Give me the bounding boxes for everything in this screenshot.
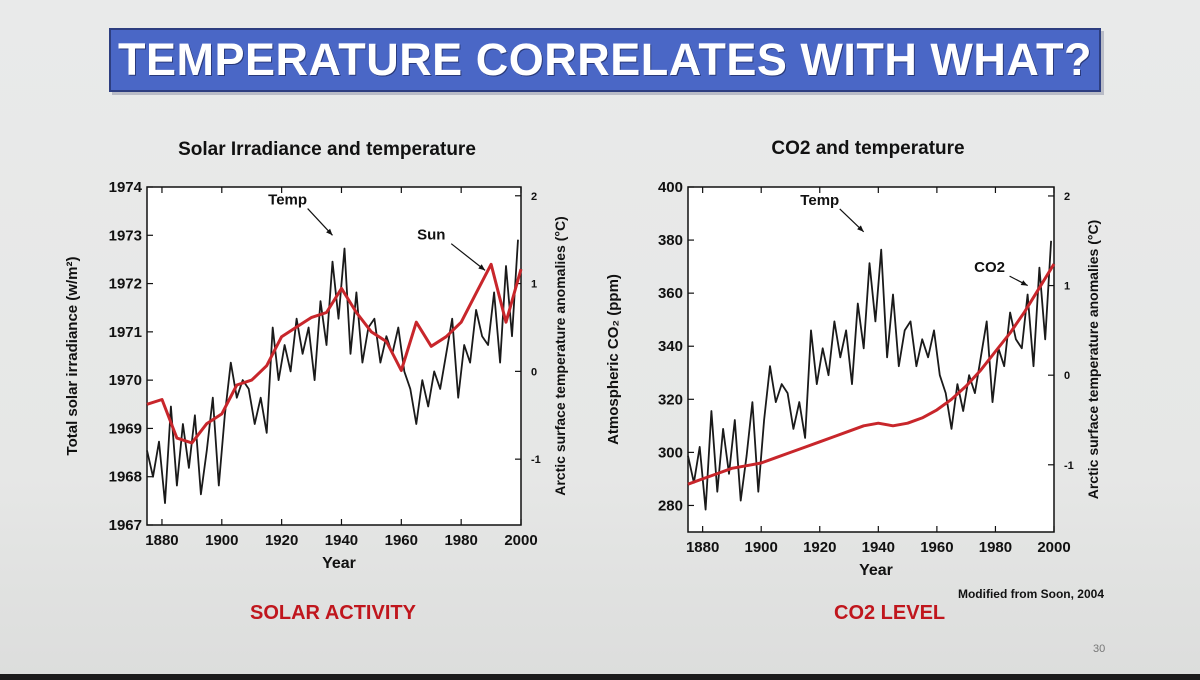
- series-line-temp: [146, 239, 519, 505]
- x-tick-label: 1920: [265, 532, 298, 549]
- y-tick-label: 1969: [109, 420, 142, 437]
- series-line-co2: [687, 263, 1056, 486]
- page-number: 30: [1093, 643, 1106, 655]
- y-tick-label: 360: [658, 285, 683, 302]
- y2-tick-label: 1: [1064, 281, 1070, 293]
- caption-co2: CO2 LEVEL: [834, 602, 946, 624]
- chart-title: Solar Irradiance and temperature: [178, 139, 476, 160]
- y-axis-label: Atmospheric CO₂ (ppm): [605, 274, 622, 445]
- x-tick-label: 1900: [745, 539, 778, 556]
- annotation-arrowhead: [857, 225, 864, 232]
- source-credit: Modified from Soon, 2004: [958, 587, 1104, 601]
- annotation-arrow: [450, 243, 486, 271]
- y2-tick-label: 0: [1064, 370, 1070, 382]
- y2-tick-label: 2: [531, 191, 537, 203]
- plot-frame: [146, 186, 522, 526]
- y-tick-label: 1971: [109, 324, 142, 341]
- y-tick-label: 380: [658, 232, 683, 249]
- y2-tick-label: 1: [531, 279, 537, 291]
- y2-axis-label: Arctic surface temperature anomalies (°C…: [1085, 220, 1101, 499]
- x-tick-label: 1960: [920, 539, 953, 556]
- annotation-label: Sun: [417, 227, 445, 244]
- annotation-label: Temp: [800, 192, 839, 209]
- annotation-arrowhead: [326, 228, 333, 236]
- chart-co2: CO2 and temperature 1880 1900 1920 1940 1960 1…: [605, 138, 1101, 579]
- series-line-sun: [146, 262, 523, 445]
- y-tick-label: 1973: [109, 227, 142, 244]
- x-tick-label: 1960: [385, 532, 418, 549]
- y-tick-label: 1970: [109, 372, 142, 389]
- y2-tick-label: -1: [1064, 460, 1074, 472]
- y-tick-label: 400: [658, 179, 683, 196]
- annotation-label: Temp: [268, 192, 307, 209]
- y2-tick-label: -1: [531, 454, 541, 466]
- annotation-arrowhead: [478, 264, 486, 271]
- x-tick-label: 1920: [803, 539, 836, 556]
- chart-title: CO2 and temperature: [771, 138, 964, 159]
- plot-frame: [687, 186, 1055, 533]
- y-tick-label: 1972: [109, 276, 142, 293]
- y2-tick-label: 2: [1064, 191, 1070, 203]
- y-tick-label: 1968: [109, 469, 142, 486]
- annotation-arrowhead: [1020, 280, 1028, 286]
- y-axis-label: Total solar irradiance (w/m²): [64, 257, 81, 456]
- x-tick-label: 2000: [1037, 539, 1070, 556]
- x-tick-label: 1980: [979, 539, 1012, 556]
- annotation-label: CO2: [974, 259, 1005, 276]
- x-axis-label: Year: [859, 562, 893, 579]
- y-tick-label: 300: [658, 444, 683, 461]
- x-tick-label: 1900: [205, 532, 238, 549]
- x-tick-label: 1940: [325, 532, 358, 549]
- slide-title-banner: TEMPERATURE CORRELATES WITH WHAT?: [109, 28, 1101, 92]
- y2-tick-label: 0: [531, 366, 537, 378]
- y-tick-label: 1974: [109, 179, 143, 196]
- x-tick-label: 1940: [862, 539, 895, 556]
- x-tick-label: 1980: [444, 532, 477, 549]
- caption-solar: SOLAR ACTIVITY: [250, 602, 416, 624]
- x-tick-label: 1880: [686, 539, 719, 556]
- bottom-bar: [0, 674, 1200, 680]
- y-tick-label: 340: [658, 338, 683, 355]
- slide-title: TEMPERATURE CORRELATES WITH WHAT?: [118, 34, 1092, 85]
- x-tick-label: 2000: [504, 532, 537, 549]
- series-line-temp: [687, 240, 1052, 511]
- y2-axis-label: Arctic surface temperature anomalies (°C…: [552, 216, 568, 495]
- y-tick-label: 1967: [109, 517, 142, 534]
- y-tick-label: 280: [658, 497, 683, 514]
- chart-solar: Solar Irradiance and temperature 1880 1900…: [64, 139, 568, 572]
- x-tick-label: 1880: [145, 532, 178, 549]
- y-tick-label: 320: [658, 391, 683, 408]
- x-axis-label: Year: [322, 555, 356, 572]
